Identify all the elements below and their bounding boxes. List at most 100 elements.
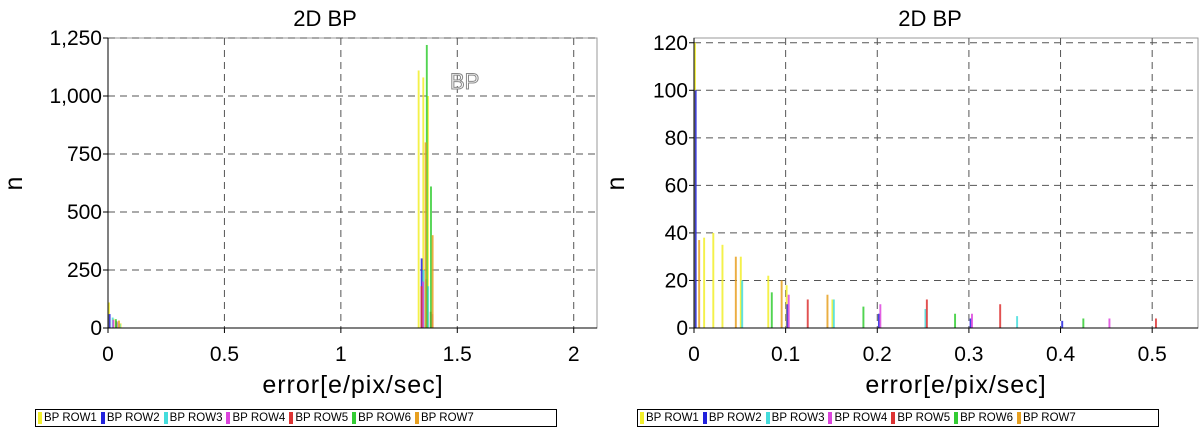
y-tick-label: 1,250 [49,27,102,50]
bar-bp-row1 [422,77,425,328]
y-tick-label: 750 [67,143,102,166]
legend-label: BP ROW4 [834,412,888,424]
chart-1: 0 0.5 1 1.5 2 0 250 500 750 1,000 1,250 2D BP error[… [0,6,598,399]
legend-label: BP ROW4 [232,412,286,424]
legend-item: BP ROW4 [226,412,285,424]
x-tick-label: 0.4 [1046,343,1076,366]
plot-frame [107,37,598,329]
bar-bp-row5 [999,304,1002,328]
legend-label: BP ROW1 [44,412,97,424]
chart-annotation: BP [450,69,479,94]
bar-bp-row1 [427,96,429,328]
x-tick-label: 1.5 [443,343,472,366]
bar-bp-row6 [114,319,117,328]
legend-swatch [828,412,833,424]
x-tick-label: 1 [335,343,347,366]
y-tick-label: 60 [665,174,688,197]
bar-bp-row7 [431,235,434,328]
y-axis-label: n [0,176,28,191]
bar-bp-row4 [1108,318,1111,328]
chart-title: 2D BP [898,6,962,31]
legend-item: BP ROW1 [640,412,699,424]
legend-item: BP ROW7 [414,412,474,424]
y-tick-label: 250 [67,259,102,282]
legend-swatch [352,412,357,424]
legend-swatch [891,412,896,424]
bar-bp-row7 [424,142,427,328]
bar-bp-row2 [877,313,880,328]
legend-label: BP ROW5 [295,412,349,424]
bar-bp-row1 [739,256,742,328]
bar-bp-row1 [703,237,706,328]
bar-bp-row6 [430,186,432,328]
legend-swatch [702,412,707,424]
bar-bp-row2 [969,318,972,328]
x-axis-label: error[e/pix/sec] [262,371,443,399]
bar-bp-row2 [786,304,789,328]
legend-label: BP ROW1 [646,412,699,424]
plot-frame [693,37,1199,329]
bar-bp-row1 [767,275,770,328]
legend-swatch [1016,412,1021,424]
legend-label: BP ROW5 [897,412,951,424]
bar-bp-row2 [1061,320,1064,328]
legend-swatch [163,412,168,424]
y-tick-label: 500 [67,201,102,224]
bar-bp-row6 [862,306,865,328]
x-tick-label: 2 [568,343,580,366]
bar-bp-row4 [422,281,425,328]
legend-item: BP ROW6 [352,412,411,424]
legend-label: BP ROW3 [169,412,223,424]
bar-bp-row6 [425,44,428,329]
legend-swatch [100,412,105,424]
bar-bp-row3 [427,286,430,328]
y-tick-label: 1,000 [49,85,102,108]
legend-left: BP ROW1 BP ROW2 BP ROW3 BP ROW4 BP ROW5 BP RO… [35,409,557,427]
x-tick-label: 0 [688,343,700,366]
y-tick-label: 0 [90,317,102,340]
bar-bp-row7 [734,256,737,328]
legend-label: BP ROW3 [771,412,825,424]
bar-bp-row7 [118,320,120,328]
y-tick-label: 40 [665,222,688,245]
y-tick-label: 100 [653,79,688,102]
bar-bp-row5 [1154,318,1157,328]
legend-item: BP ROW2 [702,412,762,424]
bar-bp-row3 [924,308,927,328]
legend-item: BP ROW2 [100,412,160,424]
legend-swatch [954,412,959,424]
bar-bp-row1 [831,299,834,328]
x-axis-label: error[e/pix/sec] [865,371,1046,399]
bar-bp-row4 [879,304,882,328]
bar-bp-row3 [1016,316,1019,328]
bar-bp-row6 [954,313,957,328]
y-tick-label: 120 [653,32,688,55]
bar-bp-row4 [112,319,115,328]
legend-label: BP ROW6 [358,412,411,424]
bar-bp-row1 [712,232,715,328]
legend-label: BP ROW7 [1022,412,1076,424]
x-tick-label: 0.3 [954,343,983,366]
legend-label: BP ROW7 [420,412,474,424]
legend-item: BP ROW6 [954,412,1013,424]
bar-bp-row1 [417,70,420,328]
x-tick-label: 0.1 [771,343,800,366]
legend-swatch [414,412,419,424]
legend-label: BP ROW2 [708,412,762,424]
bar-bp-row1 [721,244,724,328]
legend-item: BP ROW7 [1016,412,1076,424]
legend-item: BP ROW5 [891,412,950,424]
legend-item: BP ROW1 [38,412,97,424]
legend-swatch [226,412,231,424]
legend-item: BP ROW3 [765,412,825,424]
x-tick-label: 0.5 [210,343,239,366]
y-tick-label: 80 [665,127,688,150]
bar-bp-row7 [826,294,829,328]
legend-swatch [38,412,42,424]
bar-bp-row6 [770,292,773,328]
y-axis-label: n [602,176,630,191]
bar-bp-row5 [806,299,809,328]
bar-bp-row3 [832,299,835,328]
